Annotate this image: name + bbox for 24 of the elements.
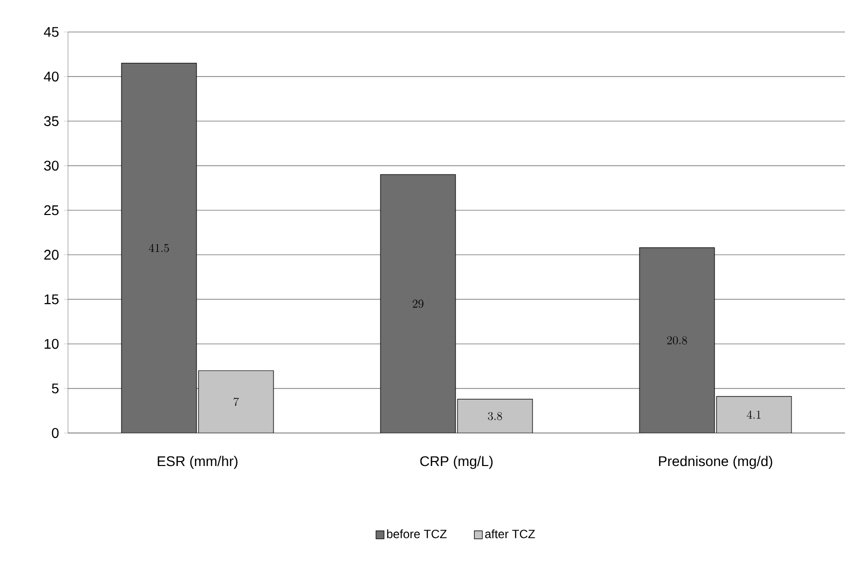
data-label: 4. 1 <box>746 410 761 419</box>
data-label: 7 <box>234 398 239 406</box>
y-tick-label: 15 <box>44 294 59 304</box>
y-tick-label: 5 <box>52 384 59 394</box>
legend-label: before TCZ <box>387 529 447 538</box>
x-tick-label: ESR (mm/hr) <box>158 456 238 469</box>
data-label: 3.8 <box>488 412 502 420</box>
y-tick-label: 35 <box>44 116 59 126</box>
y-tick-label: 30 <box>44 160 59 171</box>
x-tick-label: Prednisone (mg/d) <box>659 456 772 469</box>
y-tick-label: 40 <box>44 72 59 82</box>
legend-label: after TCZ <box>485 529 535 538</box>
data-label: 29 <box>412 300 424 308</box>
y-tick-label: 0 <box>52 428 59 438</box>
bar <box>716 396 792 433</box>
x-tick-label: CRP (mg/L) <box>420 456 493 469</box>
bar <box>457 398 533 433</box>
bar <box>198 370 274 433</box>
data-label: 41 .5 <box>148 244 169 252</box>
y-tick-label: 20 <box>44 250 59 260</box>
y-tick-label: 45 <box>44 27 59 37</box>
data-label: 20.8 <box>667 336 687 344</box>
y-tick-label: 10 <box>44 338 59 349</box>
y-tick-label: 25 <box>44 205 59 216</box>
